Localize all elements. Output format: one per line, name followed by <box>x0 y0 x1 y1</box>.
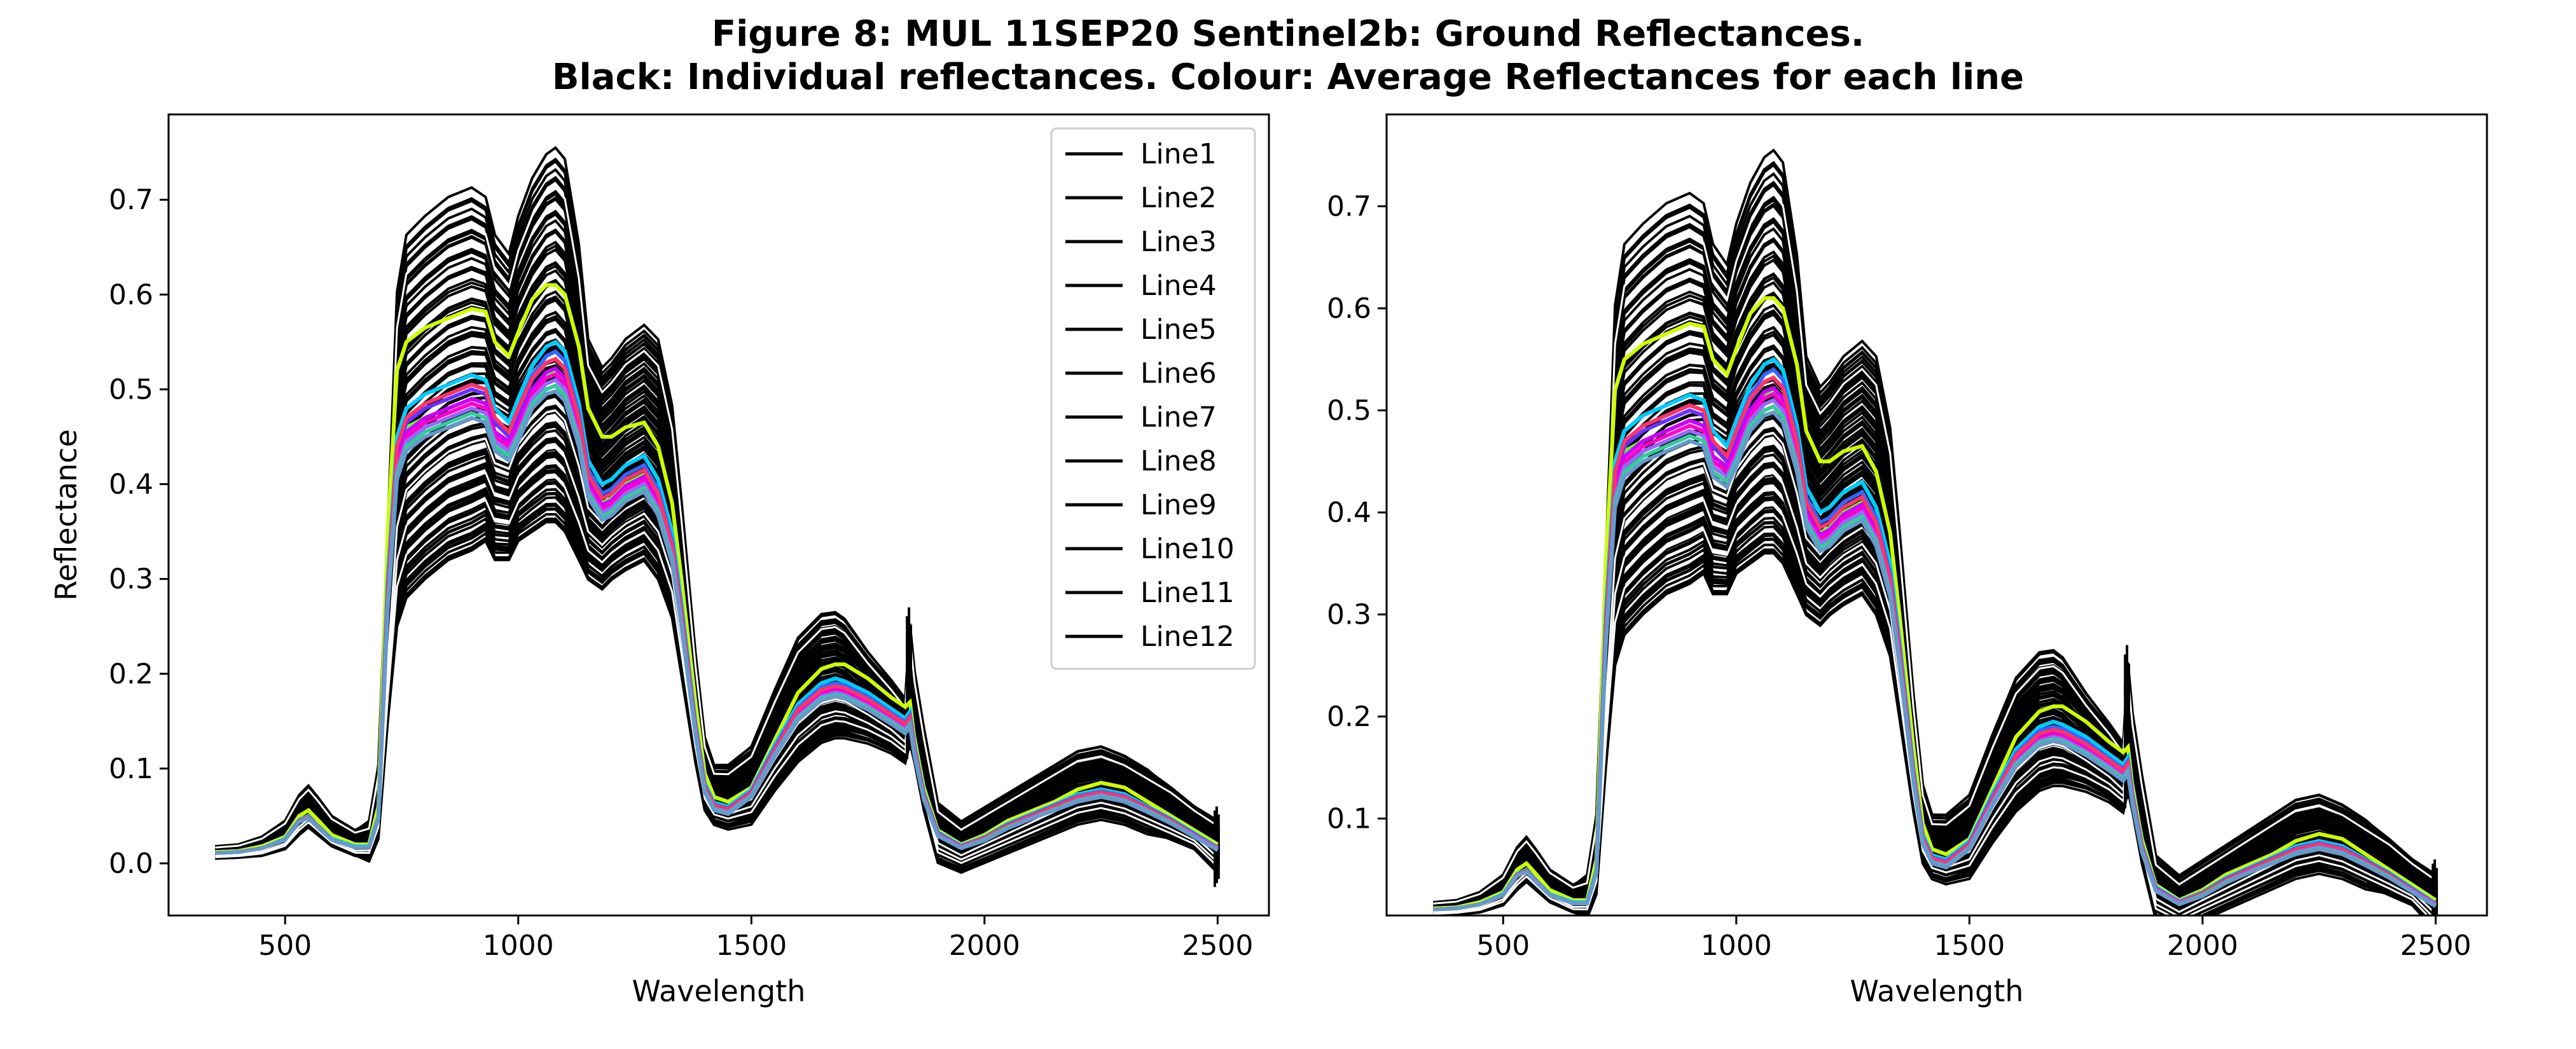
x-tick-label: 2000 <box>2167 929 2238 962</box>
individual-spectrum-line <box>1433 258 2437 907</box>
individual-spectrum-line <box>1433 172 2437 905</box>
individual-spectrum-line <box>1433 220 2437 906</box>
legend-box <box>1050 127 1256 670</box>
legend-label: Line7 <box>1140 401 1217 434</box>
right-panel: 500 1000 1500 2000 2500 0.1 0.2 0.3 0.4 0.5 0.6 0.7… <box>1327 113 2488 1008</box>
legend-label: Line6 <box>1140 357 1217 390</box>
individual-spectrum-line <box>1433 218 2437 906</box>
y-axis-label: Reflectance <box>49 429 83 601</box>
individual-spectrum-line <box>1433 181 2437 905</box>
individual-spectrum-line <box>1433 227 2437 907</box>
y-tick-label: 0.3 <box>109 563 153 596</box>
legend-label: Line4 <box>1140 270 1217 302</box>
individual-spectrum-line <box>1433 204 2437 906</box>
x-tick-label: 2500 <box>1182 929 1253 962</box>
left-panel: 500 1000 1500 2000 2500 0.0 0.1 0.2 0.3 0.4 0.5 0.6… <box>49 113 1270 1008</box>
y-tick-label: 0.2 <box>1327 701 1371 733</box>
x-tick-label: 1000 <box>483 929 554 962</box>
legend-label: Line9 <box>1140 489 1217 521</box>
individual-spectrum-line <box>1433 161 2437 904</box>
y-tick-label: 0.7 <box>1327 190 1371 223</box>
individual-spectrum-line <box>1433 148 2437 904</box>
legend-label: Line5 <box>1140 313 1217 346</box>
x-tick-label: 2500 <box>2400 929 2471 962</box>
y-tick-label: 0.5 <box>1327 394 1371 427</box>
spectrum-gap-line <box>1433 191 2437 905</box>
legend-label: Line11 <box>1140 577 1235 609</box>
legend-label: Line10 <box>1140 533 1235 565</box>
legend-label: Line2 <box>1140 182 1217 214</box>
axes-frame <box>167 113 1270 917</box>
plot-area <box>1433 148 2438 915</box>
legend-label: Line3 <box>1140 226 1217 258</box>
x-axis-label: Wavelength <box>632 974 806 1008</box>
individual-spectrum-line <box>1433 198 2437 905</box>
y-tick-label: 0.6 <box>109 278 153 311</box>
individual-spectrum-line <box>1433 183 2437 905</box>
individual-spectrum-line <box>1433 202 2437 905</box>
y-tick-label: 0.2 <box>109 658 153 690</box>
plot-area <box>215 146 1220 888</box>
figure-title-line-1: Figure 8: MUL 11SEP20 Sentinel2b: Ground… <box>711 13 1865 55</box>
y-tick-label: 0.1 <box>1327 803 1371 835</box>
individual-spectrum-line <box>1433 217 2437 906</box>
y-tick-label: 0.3 <box>1327 598 1371 631</box>
x-tick-label: 1500 <box>716 929 787 962</box>
y-tick-label: 0.4 <box>1327 497 1371 529</box>
legend-label: Line8 <box>1140 445 1217 477</box>
x-tick-label: 2000 <box>949 929 1020 962</box>
x-tick-label: 1500 <box>1934 929 2005 962</box>
y-tick-label: 0.0 <box>109 847 153 880</box>
y-tick-label: 0.6 <box>1327 292 1371 325</box>
y-tick-label: 0.1 <box>109 753 153 785</box>
individual-spectrum-line <box>1433 195 2437 905</box>
individual-spectrum-line <box>1433 237 2437 907</box>
individual-spectrum-line <box>1433 163 2437 904</box>
figure-title: Figure 8: MUL 11SEP20 Sentinel2b: Ground… <box>0 13 2576 99</box>
individual-spectrum-line <box>1433 258 2437 907</box>
average-line-line12 <box>215 388 1219 855</box>
individual-spectrum-line <box>1433 162 2437 904</box>
legend: Line1 Line2 Line3 Line4 Line5 Line6 Line7 Line8… <box>1050 127 1256 670</box>
x-tick-label: 500 <box>258 929 312 962</box>
x-axis-label: Wavelength <box>1850 974 2024 1008</box>
figure-title-line-2: Black: Individual reflectances. Colour: … <box>551 57 2025 98</box>
axes-frame <box>1385 113 2488 917</box>
y-tick-label: 0.4 <box>109 469 153 501</box>
x-tick-label: 500 <box>1476 929 1530 962</box>
legend-label: Line1 <box>1140 138 1217 170</box>
x-tick-label: 1000 <box>1701 929 1772 962</box>
average-line-line12 <box>1433 410 2437 912</box>
individual-spectrum-line <box>1433 181 2437 905</box>
legend-label: Line12 <box>1140 620 1235 653</box>
y-tick-label: 0.5 <box>109 373 153 406</box>
y-tick-label: 0.7 <box>109 184 153 216</box>
